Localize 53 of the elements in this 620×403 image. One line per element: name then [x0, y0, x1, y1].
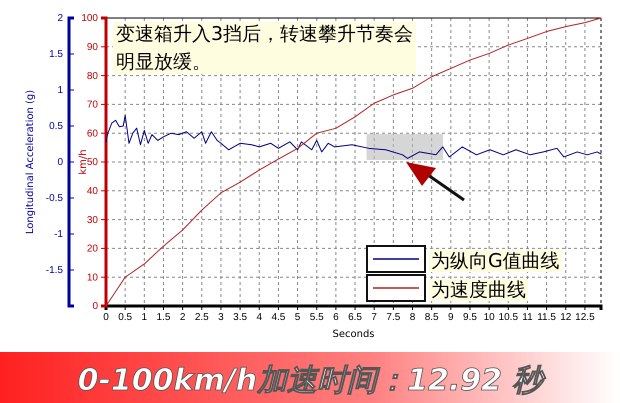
line-series — [106, 114, 602, 159]
x-tick-label: 6.5 — [348, 312, 362, 324]
x-tick-label: 9 — [448, 312, 454, 324]
y-tick-label: 70 — [86, 100, 98, 111]
x-tick-label: 8 — [410, 312, 416, 324]
x-tick-label: 1 — [142, 312, 148, 324]
x-tick-label: 12.5 — [575, 312, 596, 324]
x-tick-label: 5.5 — [310, 312, 324, 324]
y-tick-label: 20 — [86, 244, 98, 255]
x-tick-label: 10.5 — [498, 312, 518, 324]
x-tick-label: 0 — [103, 312, 110, 324]
x-tick-label: 0.5 — [118, 312, 133, 324]
x-tick-label: 2 — [180, 312, 186, 324]
y2-tick-label: 1.5 — [49, 49, 64, 60]
y-tick-label: 50 — [86, 157, 98, 168]
x-tick-label: 11.5 — [537, 312, 556, 324]
y2-tick-label: 0 — [57, 157, 64, 168]
x-tick-label: 4 — [256, 312, 262, 324]
x-tick-label: 6 — [333, 312, 340, 324]
y-tick-label: 40 — [86, 186, 98, 197]
y2-tick-label: -1.5 — [46, 265, 64, 276]
x-tick-label: 10 — [484, 312, 496, 324]
x-axis-title: Seconds — [332, 329, 375, 340]
y2-axis-title: Longitudinal Acceleration (g) — [25, 90, 36, 234]
y-tick-label: 0 — [92, 301, 98, 312]
line-series — [106, 18, 602, 306]
y-tick-label: 60 — [86, 128, 98, 140]
x-tick-label: 11 — [522, 312, 534, 324]
y2-tick-label: -1 — [54, 229, 64, 240]
y2-tick-label: -0.5 — [46, 193, 64, 204]
y-tick-label: 90 — [86, 42, 98, 53]
annotation: 变速箱升入3挡后，转速攀升节奏会明显放缓。 — [116, 23, 414, 73]
legend-label: 为纵向G值曲线 — [431, 250, 560, 272]
y-tick-label: 80 — [86, 70, 98, 82]
x-tick-label: 1.5 — [156, 312, 171, 324]
y-tick-label: 30 — [86, 214, 98, 226]
y-tick-label: 10 — [86, 272, 98, 284]
y2-tick-label: 0.5 — [49, 121, 64, 132]
x-tick-label: 3 — [218, 312, 224, 324]
x-tick-label: 2.5 — [194, 312, 210, 324]
x-tick-label: 7 — [371, 312, 378, 324]
y2-tick-label: 1 — [57, 85, 64, 96]
x-tick-label: 4.5 — [271, 312, 286, 324]
legend-label: 为速度曲线 — [431, 279, 526, 301]
x-tick-label: 3.5 — [233, 312, 248, 324]
x-tick-label: 9.5 — [463, 312, 478, 324]
text: 0-100km/h加速时间：12.92 秒 — [78, 363, 546, 398]
x-tick-label: 8.5 — [424, 312, 440, 324]
x-tick-label: 12 — [560, 312, 572, 324]
y-tick-label: 100 — [81, 13, 98, 24]
x-tick-label: 7.5 — [386, 312, 401, 324]
y2-tick-label: 2 — [57, 13, 64, 24]
x-tick-label: 5 — [294, 312, 301, 324]
